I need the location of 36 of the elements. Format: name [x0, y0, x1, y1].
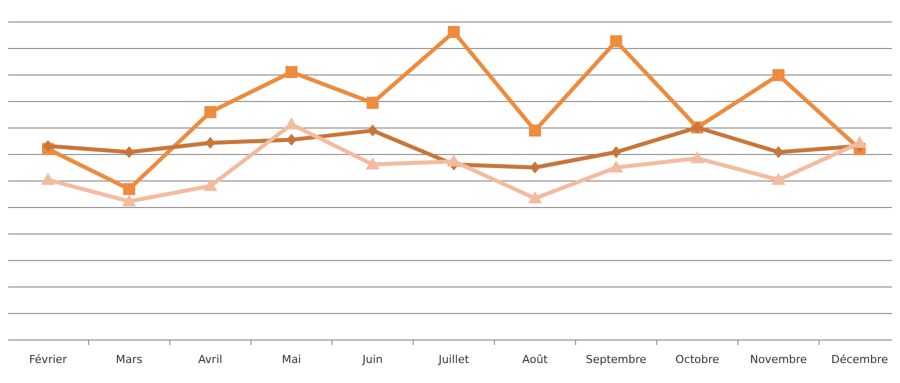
point: [609, 160, 624, 173]
point: [203, 179, 218, 191]
point: [771, 172, 786, 185]
x-tick-label: Octobre: [675, 353, 720, 366]
point: [366, 96, 379, 109]
point: [205, 136, 216, 149]
x-tick-label: Juin: [362, 353, 383, 366]
point: [123, 183, 136, 196]
x-tick-label: Septembre: [586, 353, 647, 366]
point: [366, 157, 380, 170]
x-tick-label: Novembre: [750, 353, 808, 366]
x-tick-label: Mai: [282, 353, 302, 366]
point: [448, 26, 460, 38]
point: [122, 194, 136, 206]
point: [773, 146, 784, 158]
point: [530, 162, 540, 174]
point: [772, 69, 784, 82]
x-tick-label: Août: [522, 353, 548, 366]
point: [690, 151, 704, 164]
x-tick-label: Février: [29, 353, 68, 366]
point: [611, 146, 622, 158]
x-tick-label: Décembre: [831, 353, 888, 366]
point: [610, 35, 622, 48]
point: [852, 136, 867, 148]
point: [285, 66, 298, 78]
point: [368, 124, 378, 137]
x-tick-label: Juillet: [438, 353, 470, 366]
point: [41, 172, 55, 185]
point: [204, 106, 216, 118]
point: [528, 191, 542, 204]
point: [446, 154, 461, 166]
point: [528, 124, 541, 137]
x-tick-label: Mars: [116, 353, 143, 366]
point: [124, 146, 134, 158]
x-tick-label: Avril: [198, 353, 222, 366]
point: [43, 140, 53, 152]
